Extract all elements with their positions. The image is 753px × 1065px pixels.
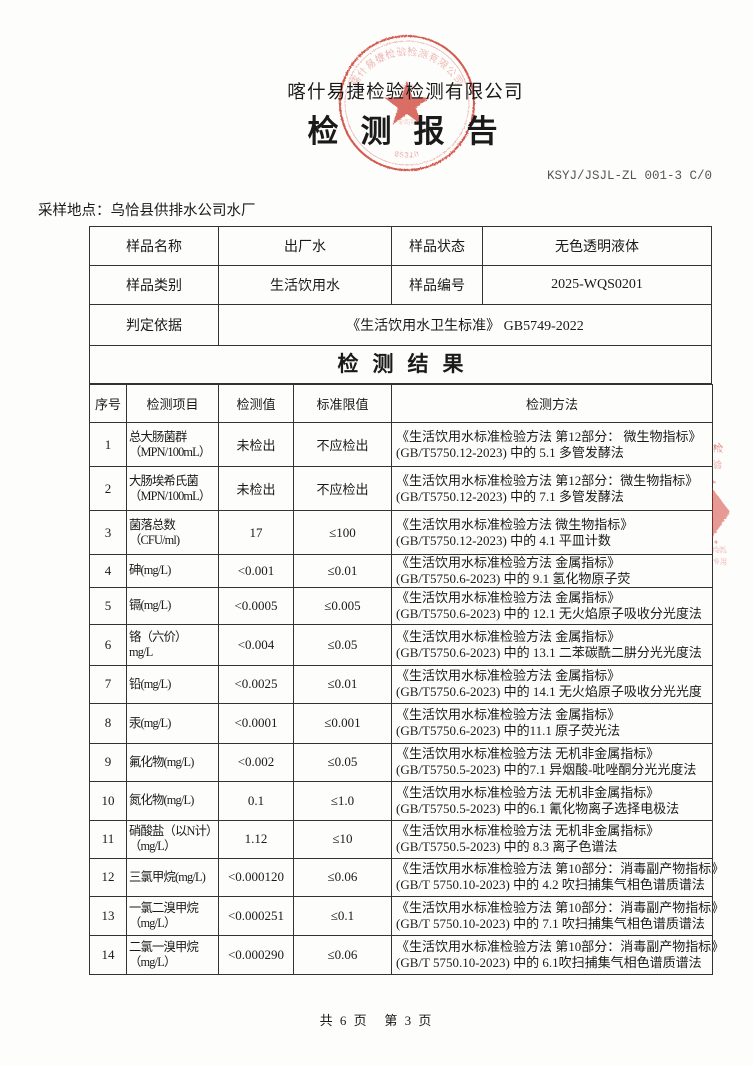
svg-text:专用: 专用 (713, 557, 727, 566)
svg-text:验: 验 (713, 459, 722, 470)
svg-text:检: 检 (713, 442, 723, 455)
svg-text:检测: 检测 (712, 545, 726, 554)
